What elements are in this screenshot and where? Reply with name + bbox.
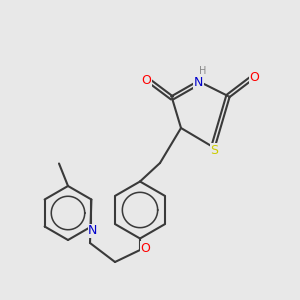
Text: S: S (211, 143, 218, 157)
Text: O: O (250, 70, 260, 83)
Text: O: O (142, 74, 152, 86)
Text: N: N (194, 76, 203, 88)
Text: H: H (199, 67, 207, 76)
Text: N: N (88, 224, 98, 238)
Text: O: O (140, 242, 150, 255)
